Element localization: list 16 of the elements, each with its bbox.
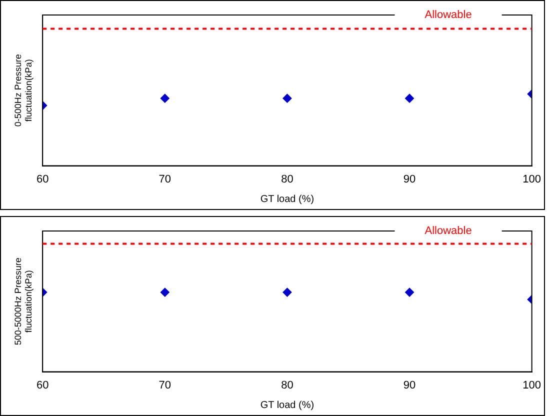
y-axis-title: 0-500Hz Pressure fluctuation(kPa) <box>12 54 34 127</box>
x-tick-label: 100 <box>522 379 542 392</box>
x-tick-label: 60 <box>36 379 49 392</box>
x-tick-label: 100 <box>522 173 542 186</box>
x-tick-label: 60 <box>36 173 49 186</box>
y-axis-title: 500-5000Hz Pressure fluctuation(kPa) <box>12 258 34 346</box>
x-tick-label: 80 <box>281 173 294 186</box>
ref-line-label: Allowable <box>424 225 472 238</box>
x-tick-label: 90 <box>403 379 416 392</box>
ref-line-label: Allowable <box>424 9 472 22</box>
x-axis-title: GT load (%) <box>260 400 314 411</box>
x-tick-label: 80 <box>281 379 294 392</box>
x-tick-label: 90 <box>403 173 416 186</box>
x-tick-label: 70 <box>158 173 172 186</box>
x-axis-title: GT load (%) <box>260 194 314 205</box>
x-tick-label: 70 <box>158 379 172 392</box>
